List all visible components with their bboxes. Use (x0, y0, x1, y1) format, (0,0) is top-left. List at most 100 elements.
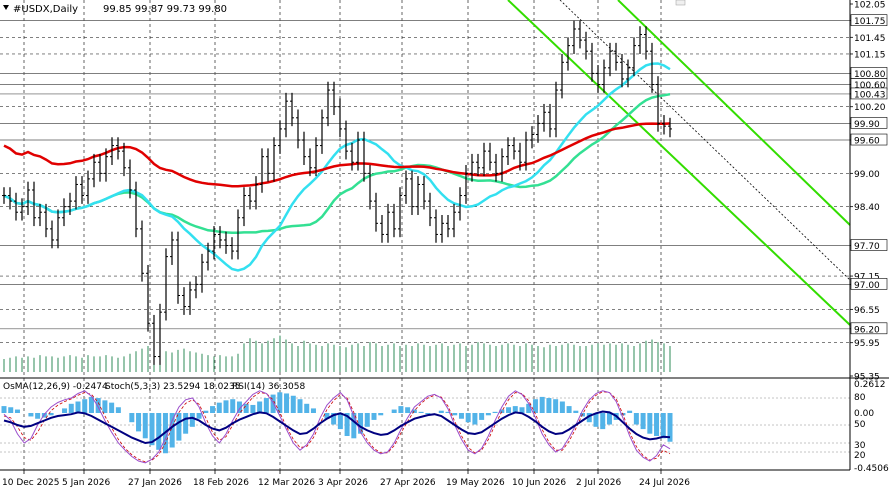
time-tick-label: 10 Dec 2025 (2, 478, 60, 488)
osma-histogram-bar (364, 413, 370, 427)
time-tick-label: 19 May 2026 (446, 478, 505, 488)
oscillator-panel (0, 377, 889, 464)
osma-histogram-bar (337, 413, 343, 430)
osma-histogram-bar (633, 413, 639, 425)
price-tick-label: 100.60 (854, 81, 886, 91)
volume-bars (3, 335, 671, 372)
osma-histogram-bar (216, 402, 222, 413)
osma-label: OsMA(12,26,9) -0.2474 (3, 382, 108, 392)
osma-histogram-bar (35, 413, 41, 419)
osma-histogram-bar (304, 403, 310, 413)
osma-histogram-bar (479, 413, 485, 420)
price-tick-label: 96.20 (854, 325, 880, 335)
osma-histogram-bar (257, 401, 263, 413)
osma-histogram-bar (573, 410, 579, 413)
price-tick-label: 99.90 (854, 120, 880, 130)
osma-histogram-bar (398, 406, 404, 413)
oscillator-tick-label: 50 (854, 420, 866, 430)
price-tick-label: 97.15 (854, 273, 880, 283)
gridlines (0, 0, 850, 470)
osma-histogram-bar (102, 400, 108, 413)
osma-histogram-bar (539, 396, 545, 413)
time-tick-label: 2 Jul 2026 (576, 478, 621, 488)
osma-histogram-bar (647, 413, 653, 434)
osma-histogram-bar (109, 402, 115, 413)
osma-histogram-bar (230, 399, 236, 413)
osma-histogram-bar (405, 407, 411, 413)
rsi-line (3, 410, 671, 445)
price-level-tag (850, 278, 888, 290)
osma-histogram-bar (203, 410, 209, 413)
osma-histogram-bar (532, 399, 538, 413)
oscillator-tick-label: 20 (854, 451, 866, 461)
time-tick-label: 12 Mar 2026 (258, 478, 315, 488)
rsi-label: RSI(14) 36.3058 (232, 382, 305, 392)
price-tick-label: 101.15 (854, 50, 886, 60)
osma-histogram-bar (465, 413, 471, 423)
osma-histogram-bar (445, 411, 451, 413)
osma-histogram-bar (452, 413, 458, 416)
price-tick-label: 100.20 (854, 103, 886, 113)
osma-histogram-bar (324, 413, 330, 419)
osma-histogram-bar (210, 406, 216, 413)
moving-averages (3, 62, 671, 272)
osma-histogram-bar (600, 413, 606, 430)
price-bars (2, 20, 672, 365)
osma-histogram-bar (627, 410, 633, 413)
price-level-tag (850, 239, 888, 251)
osma-histogram-bar (418, 411, 424, 413)
channel-lower-line (507, 0, 851, 326)
stochastic-line (3, 390, 671, 464)
osma-histogram-bar (284, 393, 290, 413)
osma-histogram-bar (62, 408, 68, 413)
osma-histogram-bar (506, 407, 512, 413)
time-tick-label: 24 Jul 2026 (639, 478, 690, 488)
osma-histogram-bar (88, 396, 94, 413)
osma-histogram-bar (667, 413, 673, 442)
osma-histogram-bar (586, 413, 592, 423)
price-tick-label: 99.60 (854, 137, 880, 147)
osma-histogram-bar (546, 398, 552, 413)
osma-histogram-bar (115, 407, 121, 413)
osma-histogram-bar (606, 413, 612, 425)
price-tick-label: 97.70 (854, 242, 880, 252)
osma-histogram-bar (512, 406, 518, 413)
osma-histogram-bar (378, 413, 384, 416)
osma-histogram-bar (344, 413, 350, 436)
osma-histogram-bar (297, 399, 303, 413)
osma-histogram-bar (28, 413, 34, 417)
triangle-down-icon[interactable] (3, 5, 9, 10)
price-tick-label: 101.45 (854, 34, 886, 44)
scroll-handle[interactable] (675, 0, 686, 6)
trend-channels (507, 0, 851, 326)
price-tick-label: 100.43 (854, 90, 886, 100)
ohlc-values: 99.85 99.87 99.73 99.80 (103, 4, 227, 15)
osma-histogram-bar (223, 400, 229, 413)
stoch-label: Stoch(5,3,3) 23.5294 18.0235 (105, 382, 240, 392)
price-tick-label: 100.80 (854, 70, 886, 80)
price-level-tag (850, 133, 888, 146)
price-tick-label: 96.55 (854, 306, 880, 316)
price-tick-label: 95.35 (854, 373, 880, 383)
osma-histogram-bar (48, 413, 54, 416)
time-tick-label: 5 Jan 2026 (62, 478, 110, 488)
oscillator-tick-label: 0.00 (854, 409, 874, 419)
osma-histogram-bar (14, 409, 20, 413)
osma-histogram-bar (95, 398, 101, 413)
osma-histogram-bar (458, 413, 464, 419)
osma-histogram-bar (156, 413, 162, 450)
osma-histogram-bar (82, 399, 88, 413)
ma-red-line (3, 122, 671, 188)
osma-histogram-bar (640, 413, 646, 430)
channel-mid-line (559, 0, 851, 281)
time-tick-label: 27 Apr 2026 (380, 478, 436, 488)
osma-histogram-bar (290, 395, 296, 413)
osma-histogram-bar (472, 413, 478, 425)
osma-histogram-bar (189, 413, 195, 427)
osma-histogram-bar (566, 406, 572, 413)
price-level-tag (850, 87, 888, 100)
osma-histogram-bar (660, 413, 666, 439)
price-level-tag (850, 14, 888, 26)
